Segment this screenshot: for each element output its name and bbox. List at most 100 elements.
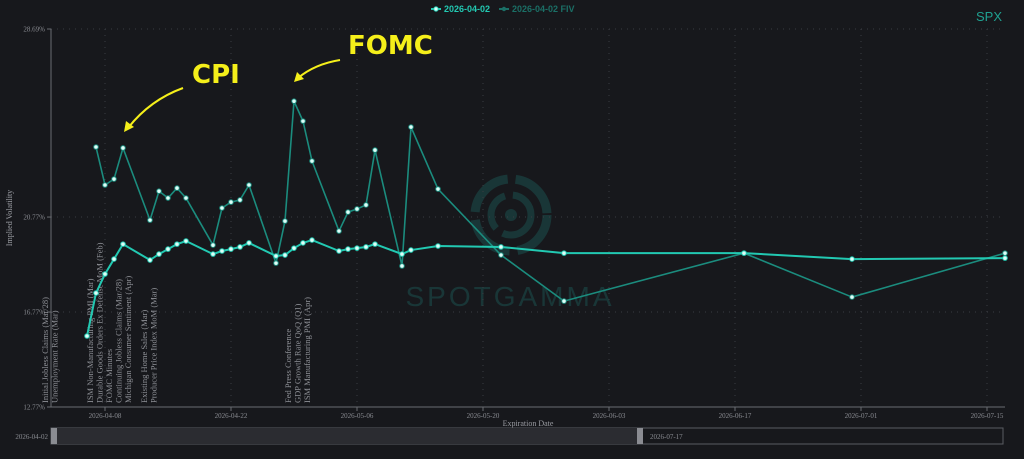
data-point — [372, 241, 378, 247]
data-point — [741, 250, 747, 256]
data-point — [561, 250, 567, 256]
slider-handle-right[interactable] — [637, 428, 643, 444]
x-tick-label: 2026-06-17 — [719, 412, 752, 420]
legend-label: 2026-04-02 FIV — [512, 4, 575, 14]
data-point — [399, 251, 405, 257]
x-tick-label: 2026-07-01 — [845, 412, 878, 420]
y-tick-label: 20.77% — [23, 214, 45, 222]
x-tick-label: 2026-06-03 — [593, 412, 626, 420]
data-point — [561, 298, 567, 304]
data-point — [228, 246, 234, 252]
x-tick-label: 2026-07-15 — [971, 412, 1004, 420]
data-point — [93, 290, 99, 296]
data-point — [291, 98, 297, 104]
data-point — [147, 217, 153, 223]
data-point — [435, 186, 441, 192]
x-axis-title: Expiration Date — [503, 419, 554, 428]
data-point — [300, 118, 306, 124]
legend-item-series1[interactable]: 2026-04-02 — [431, 4, 490, 14]
data-point — [498, 252, 504, 258]
data-point — [849, 294, 855, 300]
event-label: Durable Goods Orders Ex Defense MoM (Feb… — [95, 242, 105, 403]
data-point — [210, 242, 216, 248]
y-tick-label: 28.69% — [23, 26, 45, 34]
data-point — [363, 202, 369, 208]
data-point — [336, 228, 342, 234]
data-point — [1002, 255, 1008, 261]
event-label: FOMC Minutes — [104, 349, 114, 403]
data-point — [363, 244, 369, 250]
event-label: Unemployment Rate (Mar) — [50, 310, 60, 403]
data-point — [237, 197, 243, 203]
legend: 2026-04-02 2026-04-02 FIV — [431, 4, 575, 14]
slider-end-label: 2026-07-17 — [650, 433, 683, 441]
event-label: ISM Non-Manufacturing PMI (Mar) — [85, 278, 95, 403]
data-point — [282, 218, 288, 224]
legend-item-series2[interactable]: 2026-04-02 FIV — [499, 4, 575, 14]
spotgamma-logo-watermark: SPOTGAMMA — [405, 174, 614, 312]
event-label: Continuing Jobless Claims (Mar/28) — [114, 279, 124, 403]
arrow-icon — [127, 87, 184, 129]
event-label: Fed Press Conference — [283, 329, 293, 403]
data-point — [408, 247, 414, 253]
event-label: Producer Price Index MoM (Mar) — [149, 288, 159, 403]
data-point — [498, 244, 504, 250]
data-point — [228, 199, 234, 205]
event-label: Michigan Consumer Sentiment (Apr) — [123, 276, 133, 403]
data-point — [156, 188, 162, 194]
data-point — [273, 253, 279, 259]
data-point — [849, 256, 855, 262]
event-label: GDP Growth Rate QoQ (Q1) — [293, 304, 303, 403]
data-point — [165, 195, 171, 201]
range-slider[interactable]: 2026-04-02 2026-07-17 — [15, 427, 1004, 445]
data-point — [210, 251, 216, 257]
data-point — [336, 248, 342, 254]
data-point — [174, 241, 180, 247]
y-tick-label: 16.77% — [23, 309, 45, 317]
watermark-text: SPOTGAMMA — [405, 281, 614, 312]
data-point — [291, 245, 297, 251]
data-point — [111, 256, 117, 262]
annotation-text: CPI — [192, 60, 240, 90]
data-point — [435, 243, 441, 249]
fomc-annotation: FOMC — [294, 31, 433, 82]
data-point — [183, 195, 189, 201]
data-point — [408, 124, 414, 130]
legend-label: 2026-04-02 — [444, 4, 490, 14]
data-point — [219, 205, 225, 211]
data-point — [174, 185, 180, 191]
data-point — [102, 271, 108, 277]
data-point — [183, 238, 189, 244]
arrow-icon — [297, 59, 341, 79]
data-point — [282, 252, 288, 258]
data-point — [372, 147, 378, 153]
event-label: Existing Home Sales (Mar) — [139, 310, 149, 403]
slider-start-label: 2026-04-02 — [15, 433, 48, 441]
data-point — [246, 240, 252, 246]
data-point — [219, 248, 225, 254]
data-point — [120, 241, 126, 247]
slider-selection[interactable] — [57, 428, 639, 444]
data-point — [120, 145, 126, 151]
slider-handle-left[interactable] — [51, 428, 57, 444]
data-point — [147, 257, 153, 263]
x-tick-label: 2026-05-20 — [467, 412, 500, 420]
data-point — [354, 206, 360, 212]
data-point — [246, 182, 252, 188]
event-label: ISM Manufacturing PMI (Apr) — [302, 297, 312, 403]
event-label: Initial Jobless Claims (Mar/28) — [40, 297, 50, 403]
data-point — [1002, 250, 1008, 256]
symbol-label: SPX — [976, 9, 1002, 24]
data-point — [345, 209, 351, 215]
data-point — [237, 244, 243, 250]
data-point — [156, 251, 162, 257]
x-tick-label: 2026-04-22 — [215, 412, 248, 420]
data-point — [309, 158, 315, 164]
data-point — [111, 176, 117, 182]
cpi-annotation: CPI — [124, 60, 240, 132]
data-point — [165, 246, 171, 252]
annotation-text: FOMC — [348, 31, 433, 61]
x-tick-label: 2026-05-06 — [341, 412, 374, 420]
x-tick-label: 2026-04-08 — [89, 412, 122, 420]
data-point — [102, 182, 108, 188]
